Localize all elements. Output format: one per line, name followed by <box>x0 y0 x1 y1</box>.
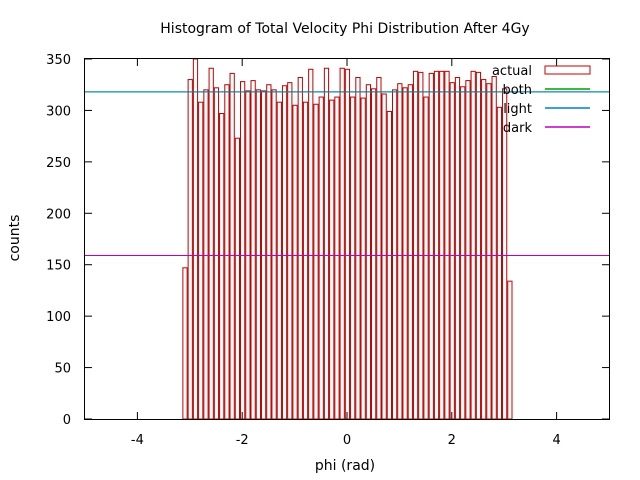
histogram-bar <box>266 84 272 420</box>
histogram-bar <box>481 79 487 420</box>
histogram-bar <box>407 84 413 420</box>
histogram-bar <box>313 103 319 420</box>
histogram-bar <box>182 267 188 420</box>
histogram-bar <box>465 80 471 420</box>
histogram-bar <box>360 97 366 420</box>
y-tick-label: 350 <box>46 53 71 68</box>
histogram-bar <box>376 77 382 420</box>
histogram-bar <box>475 71 482 420</box>
histogram-bar <box>339 67 345 420</box>
histogram-bar <box>229 72 235 420</box>
histogram-bar <box>192 58 199 420</box>
x-tick-label: 4 <box>552 433 560 448</box>
legend: actual both light dark <box>492 64 591 136</box>
histogram-bar <box>234 137 241 420</box>
x-tick-label: 2 <box>448 433 456 448</box>
histogram-bar <box>271 89 277 420</box>
y-tick-label: 100 <box>46 310 71 325</box>
histogram-bar <box>203 89 209 420</box>
histogram-bar <box>355 77 361 420</box>
histogram-bar <box>418 71 424 420</box>
histogram-bar <box>444 70 450 420</box>
legend-label-both: both <box>502 83 532 98</box>
histogram-bar <box>449 82 455 420</box>
x-tick-label: -4 <box>131 433 144 448</box>
histogram-bar <box>460 86 466 420</box>
histogram-bar <box>350 96 356 420</box>
y-tick-label: 50 <box>54 362 71 377</box>
y-tick-label: 300 <box>46 104 71 119</box>
histogram-bar <box>428 72 434 420</box>
histogram-bar <box>287 82 293 420</box>
histogram-bar <box>439 70 445 420</box>
histogram-bar <box>386 110 392 420</box>
histogram-bar <box>213 87 220 420</box>
legend-label-dark: dark <box>503 121 533 136</box>
axis-tick-labels: -4 -2 0 2 4 0 50 100 150 200 250 300 350 <box>46 53 561 448</box>
histogram-bar <box>208 67 214 420</box>
histogram-bar <box>423 96 429 420</box>
plot-area: -4 -2 0 2 4 0 50 100 150 200 250 300 350 <box>46 53 610 448</box>
histogram-bar <box>308 68 314 420</box>
histogram-bar <box>250 80 256 420</box>
histogram-bar <box>255 89 261 420</box>
histogram-bar <box>240 81 246 420</box>
histogram-bars <box>182 58 513 420</box>
histogram-bar <box>276 101 282 420</box>
histogram-bar <box>402 87 408 420</box>
histogram-bar <box>292 104 298 420</box>
histogram-bar <box>245 90 251 420</box>
histogram-bar <box>334 96 340 420</box>
histogram-bar <box>344 68 351 420</box>
plot-border <box>84 58 610 420</box>
histogram-bar <box>297 77 303 420</box>
histogram-bar <box>371 88 377 420</box>
x-axis-label: phi (rad) <box>315 458 375 474</box>
histogram-bar <box>187 79 193 420</box>
histogram-bar <box>281 85 288 420</box>
axis-ticks <box>85 58 609 420</box>
x-tick-label: 0 <box>343 433 351 448</box>
legend-swatch-actual <box>544 65 591 75</box>
x-tick-label: -2 <box>236 433 249 448</box>
histogram-bar <box>412 70 419 420</box>
y-tick-label: 0 <box>63 413 71 428</box>
reference-lines <box>85 91 609 256</box>
histogram-bar <box>470 70 476 420</box>
y-tick-label: 250 <box>46 156 71 171</box>
histogram-bar <box>381 93 387 420</box>
legend-label-actual: actual <box>492 64 532 79</box>
histogram-bar <box>365 84 372 420</box>
histogram-bar <box>329 99 335 420</box>
histogram-bar <box>507 280 513 420</box>
histogram-bar <box>496 106 503 420</box>
histogram-bar <box>433 70 440 420</box>
chart-title: Histogram of Total Velocity Phi Distribu… <box>160 21 529 37</box>
histogram-bar <box>224 84 230 420</box>
histogram-bar <box>219 113 225 420</box>
y-tick-label: 150 <box>46 259 71 274</box>
histogram-bar <box>260 90 267 420</box>
histogram-bar <box>486 83 492 420</box>
histogram-bar <box>198 101 204 420</box>
histogram-bar <box>502 88 508 420</box>
histogram-bar <box>391 89 398 420</box>
histogram-bar <box>318 96 324 420</box>
histogram-bar <box>302 101 309 420</box>
y-tick-label: 200 <box>46 207 71 222</box>
histogram-bar <box>454 77 461 420</box>
legend-label-light: light <box>503 102 532 117</box>
histogram-bar <box>491 75 497 420</box>
y-axis-label: counts <box>7 215 23 262</box>
histogram-bar <box>323 67 330 420</box>
histogram-bar <box>397 83 403 420</box>
